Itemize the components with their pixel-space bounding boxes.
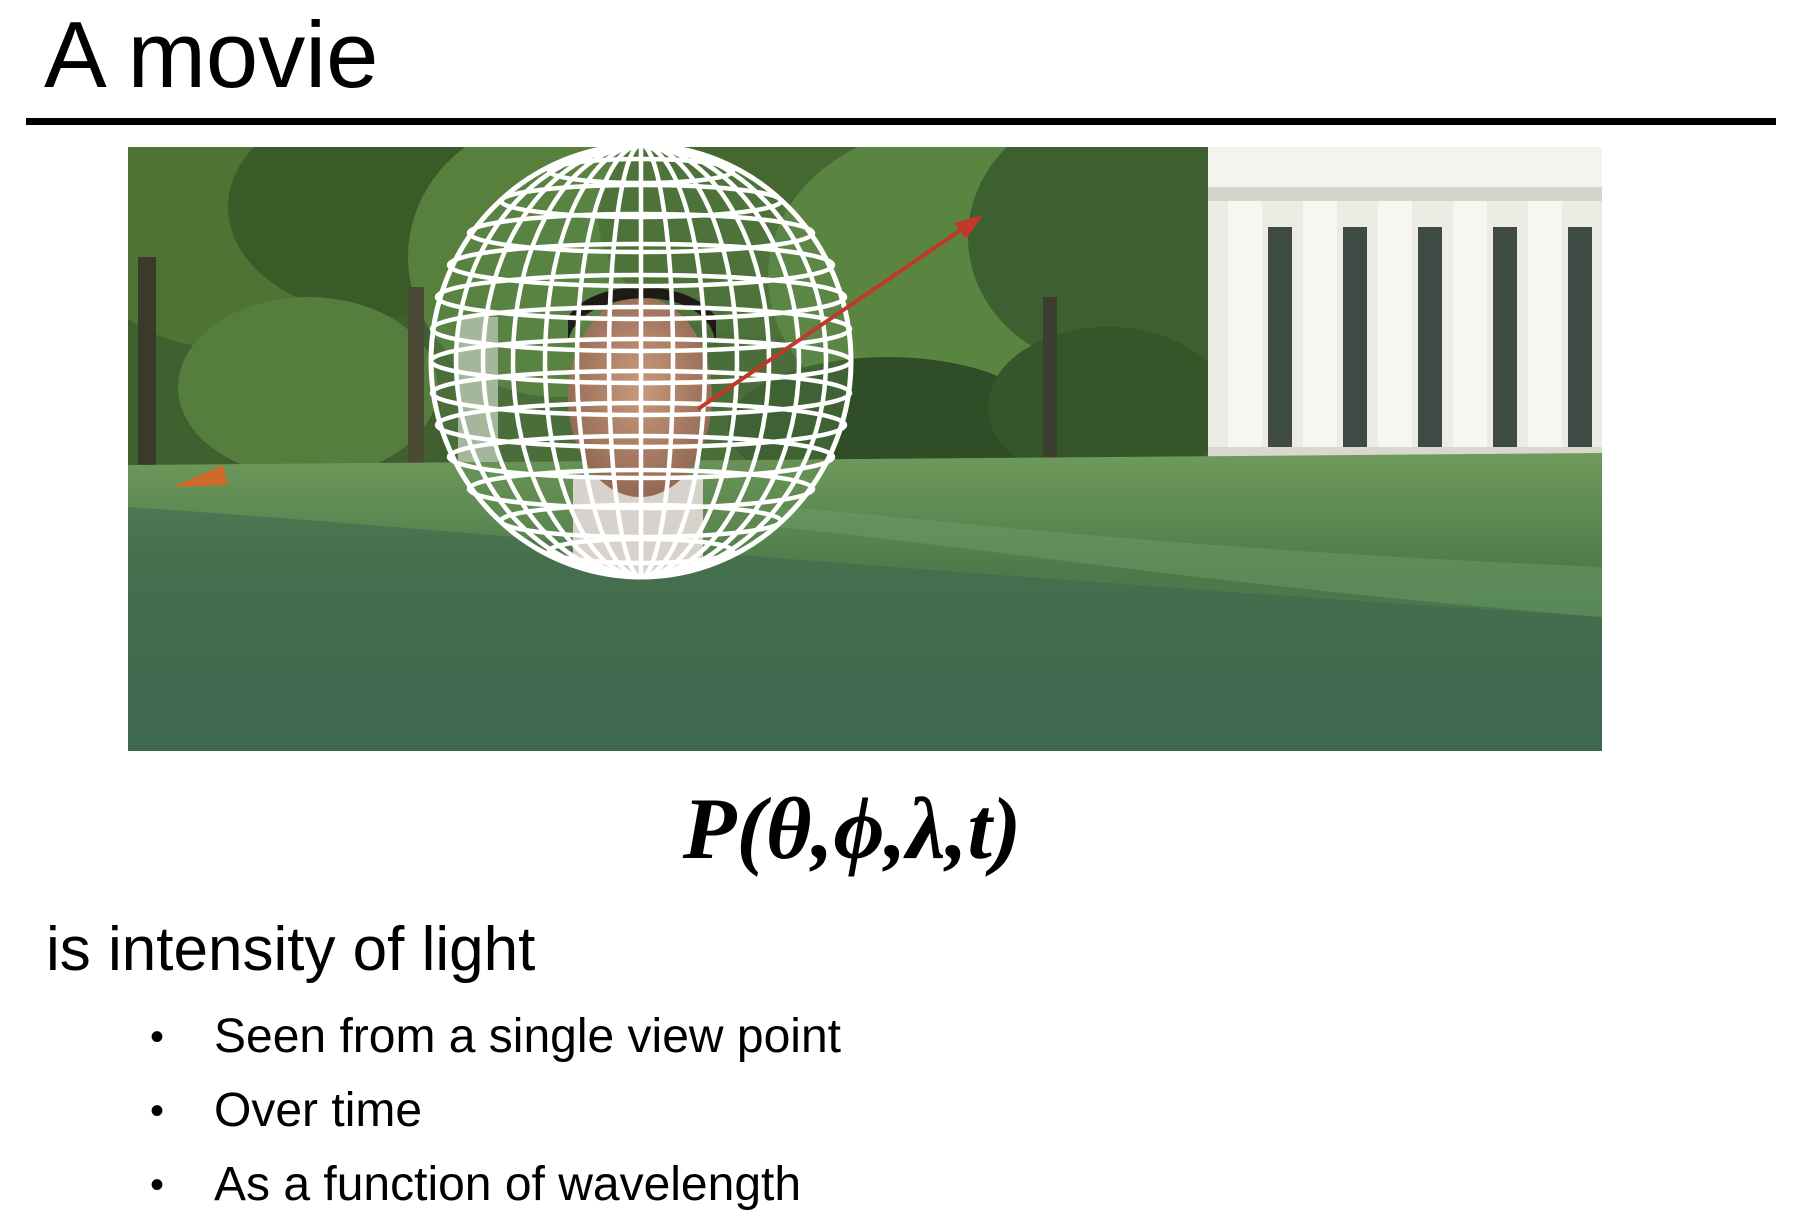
formula-description: is intensity of light [46,915,536,984]
bullet-list: • Seen from a single view point • Over tim… [146,1000,841,1222]
bullet-icon: • [150,1015,165,1059]
plenoptic-formula: P(θ,ϕ,λ,t) [682,781,1022,878]
bullet-icon: • [150,1163,165,1207]
slide-title: A movie [44,2,379,107]
list-item: • Seen from a single view point [146,1000,841,1074]
bullet-text: Seen from a single view point [214,1010,841,1063]
light-ray-arrow [696,215,983,411]
title-divider [26,118,1776,125]
bullet-icon: • [150,1089,165,1133]
list-item: • As a function of wavelength [146,1148,841,1222]
list-item: • Over time [146,1074,841,1148]
scene-photo [128,147,1602,751]
bullet-text: As a function of wavelength [214,1158,802,1211]
building [1208,147,1602,473]
bullet-text: Over time [214,1084,423,1137]
wireframe-sphere [428,147,854,580]
